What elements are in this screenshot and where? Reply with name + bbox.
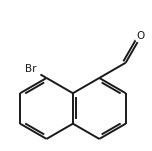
- Text: Br: Br: [25, 64, 36, 74]
- Circle shape: [135, 30, 147, 42]
- Text: O: O: [137, 31, 145, 41]
- Circle shape: [20, 58, 41, 79]
